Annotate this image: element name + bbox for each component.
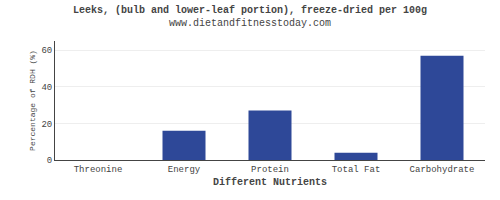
- svg-text:0: 0: [47, 156, 52, 166]
- svg-text:Percentage of RDH (%): Percentage of RDH (%): [28, 50, 37, 151]
- svg-text:20: 20: [41, 120, 52, 130]
- svg-text:Different Nutrients: Different Nutrients: [213, 177, 327, 188]
- svg-text:60: 60: [41, 46, 52, 56]
- svg-text:Energy: Energy: [168, 165, 201, 175]
- svg-text:Threonine: Threonine: [74, 165, 123, 175]
- svg-text:Total Fat: Total Fat: [332, 165, 381, 175]
- svg-text:Carbohydrate: Carbohydrate: [410, 165, 475, 175]
- svg-text:Leeks, (bulb and lower-leaf po: Leeks, (bulb and lower-leaf portion), fr…: [73, 5, 427, 29]
- svg-text:Protein: Protein: [251, 165, 289, 175]
- svg-text:40: 40: [41, 83, 52, 93]
